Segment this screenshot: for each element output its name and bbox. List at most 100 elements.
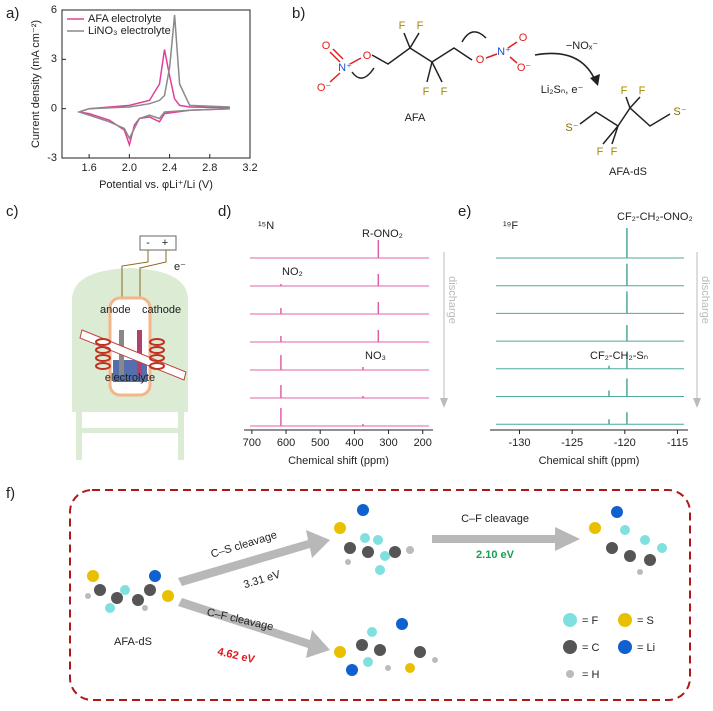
bond	[431, 61, 443, 83]
chain	[371, 47, 473, 65]
x-tick-label: 300	[379, 437, 397, 449]
atom: F	[639, 85, 646, 97]
frame	[69, 489, 691, 701]
molecule-name: AFA	[405, 112, 426, 124]
arrowhead	[590, 74, 600, 86]
panel-label: c)	[6, 203, 19, 220]
leg	[76, 412, 82, 460]
y-axis-label: Current density (mA cm⁻²)	[30, 20, 42, 148]
arrow-label: discharge	[699, 276, 711, 324]
path-label: C–F cleavage	[206, 606, 275, 633]
peak-label: NO₃	[365, 350, 386, 362]
leg	[76, 428, 184, 433]
electrode-label: cathode	[142, 304, 181, 316]
atom: O⁻	[517, 62, 532, 74]
chain	[579, 106, 671, 128]
atom: O	[519, 32, 528, 44]
bond	[602, 125, 619, 145]
x-axis-label: Chemical shift (ppm)	[539, 455, 640, 467]
nucleus-label: ¹⁵N	[258, 220, 274, 232]
molecule-name: AFA-dS	[609, 166, 647, 178]
x-axis-label: Potential vs. φLi⁺/Li (V)	[99, 179, 213, 191]
atom: N⁺	[338, 62, 352, 74]
path-label: C–F cleavage	[461, 513, 529, 525]
legend-text: = S	[637, 615, 654, 627]
panel-label: d)	[218, 203, 231, 220]
legend-text: = F	[582, 615, 598, 627]
x-tick-label: -115	[667, 437, 688, 449]
legend-text: = H	[582, 669, 599, 681]
atom: S⁻	[565, 122, 578, 134]
atom: O	[322, 40, 331, 52]
bond	[485, 53, 498, 59]
coil-band	[79, 329, 187, 381]
bond	[629, 96, 641, 109]
atom: O⁻	[317, 82, 332, 94]
legend-label: LiNO₃ electrolyte	[88, 25, 171, 37]
x-tick-label: 400	[345, 437, 363, 449]
x-tick-label: -120	[614, 437, 636, 449]
bond	[409, 32, 420, 49]
bond	[507, 41, 518, 49]
x-tick-label: -130	[508, 437, 530, 449]
bond	[625, 96, 631, 109]
y-tick-label: 6	[51, 4, 57, 16]
meter	[139, 235, 177, 251]
arrow-label: −NOₓ⁻	[566, 40, 599, 52]
atom: F	[611, 146, 618, 158]
legend-label: AFA electrolyte	[88, 13, 161, 25]
cell-c	[72, 235, 188, 460]
electrode-label: anode	[100, 304, 131, 316]
x-tick-label: 1.6	[81, 162, 96, 174]
y-tick-label: 3	[51, 53, 57, 65]
x-tick-label: 2.4	[162, 162, 177, 174]
electron-label: e⁻	[174, 261, 186, 273]
peak-label: NO₂	[282, 266, 303, 278]
atom: F	[417, 20, 424, 32]
molecule-name: AFA-dS	[114, 636, 152, 648]
atom: F	[399, 20, 406, 32]
energy: 3.31 eV	[242, 568, 282, 591]
panel-label: e)	[458, 203, 471, 220]
panel-label: f)	[6, 485, 15, 502]
atom: F	[423, 86, 430, 98]
nucleus-label: ¹⁹F	[503, 220, 518, 232]
x-tick-label: 3.2	[242, 162, 257, 174]
x-tick-label: 2.8	[202, 162, 217, 174]
x-tick-label: 600	[277, 437, 295, 449]
x-tick-label: 2.0	[122, 162, 137, 174]
terminal: -	[146, 237, 150, 249]
bond	[329, 51, 341, 63]
y-tick-label: -3	[47, 152, 57, 164]
cathode	[137, 330, 142, 375]
series-line	[78, 49, 230, 148]
arrow-label: discharge	[446, 276, 458, 324]
atom: F	[441, 86, 448, 98]
bond	[426, 61, 433, 83]
leg	[178, 412, 184, 460]
panel-label: b)	[292, 5, 305, 22]
x-tick-label: 200	[414, 437, 432, 449]
series-line	[76, 14, 230, 140]
energy: 4.62 eV	[216, 646, 256, 666]
atom: S⁻	[673, 106, 686, 118]
arrowhead	[440, 398, 448, 408]
x-tick-label: 700	[243, 437, 261, 449]
electrolyte-label: electrolyte	[105, 372, 155, 384]
arrowhead	[693, 398, 701, 408]
atom: O	[476, 54, 485, 66]
arrow-label: Li₂Sₙ, e⁻	[541, 84, 584, 96]
bond	[509, 56, 518, 64]
reaction-arrow	[534, 52, 596, 81]
atom: F	[621, 85, 628, 97]
bond	[329, 72, 341, 83]
legend-text: = Li	[637, 642, 655, 654]
energy: 2.10 eV	[476, 549, 515, 561]
peak-label: CF₂-CH₂-ONO₂	[617, 211, 693, 223]
y-tick-label: 0	[51, 103, 57, 115]
terminal: +	[162, 237, 168, 249]
bond	[332, 48, 344, 60]
peak-label: CF₂-CH₂-Sₙ	[590, 350, 648, 362]
plot-frame	[61, 9, 251, 159]
